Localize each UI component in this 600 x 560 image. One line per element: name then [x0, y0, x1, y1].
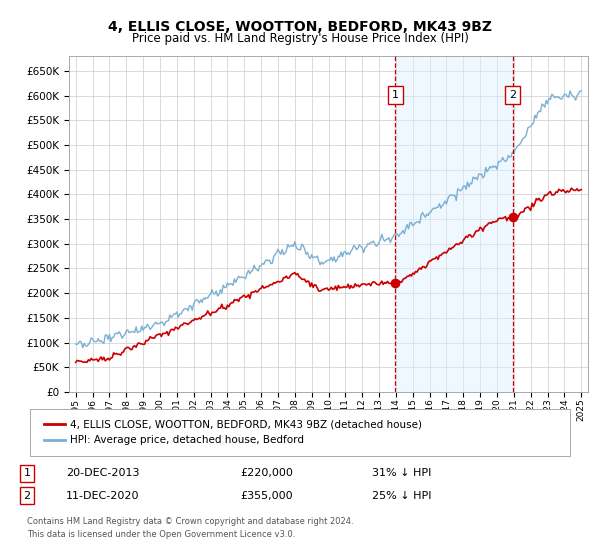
Text: Contains HM Land Registry data © Crown copyright and database right 2024.: Contains HM Land Registry data © Crown c…	[27, 517, 353, 526]
Text: Price paid vs. HM Land Registry's House Price Index (HPI): Price paid vs. HM Land Registry's House …	[131, 32, 469, 45]
Text: 25% ↓ HPI: 25% ↓ HPI	[372, 491, 431, 501]
Text: 31% ↓ HPI: 31% ↓ HPI	[372, 468, 431, 478]
Text: 11-DEC-2020: 11-DEC-2020	[66, 491, 139, 501]
Text: £355,000: £355,000	[240, 491, 293, 501]
Text: 2: 2	[509, 90, 517, 100]
Text: 2: 2	[23, 491, 31, 501]
Text: 4, ELLIS CLOSE, WOOTTON, BEDFORD, MK43 9BZ: 4, ELLIS CLOSE, WOOTTON, BEDFORD, MK43 9…	[108, 20, 492, 34]
Text: 1: 1	[392, 90, 399, 100]
Text: £220,000: £220,000	[240, 468, 293, 478]
Text: This data is licensed under the Open Government Licence v3.0.: This data is licensed under the Open Gov…	[27, 530, 295, 539]
Legend: 4, ELLIS CLOSE, WOOTTON, BEDFORD, MK43 9BZ (detached house), HPI: Average price,: 4, ELLIS CLOSE, WOOTTON, BEDFORD, MK43 9…	[41, 417, 425, 449]
Text: 20-DEC-2013: 20-DEC-2013	[66, 468, 139, 478]
Text: 1: 1	[23, 468, 31, 478]
